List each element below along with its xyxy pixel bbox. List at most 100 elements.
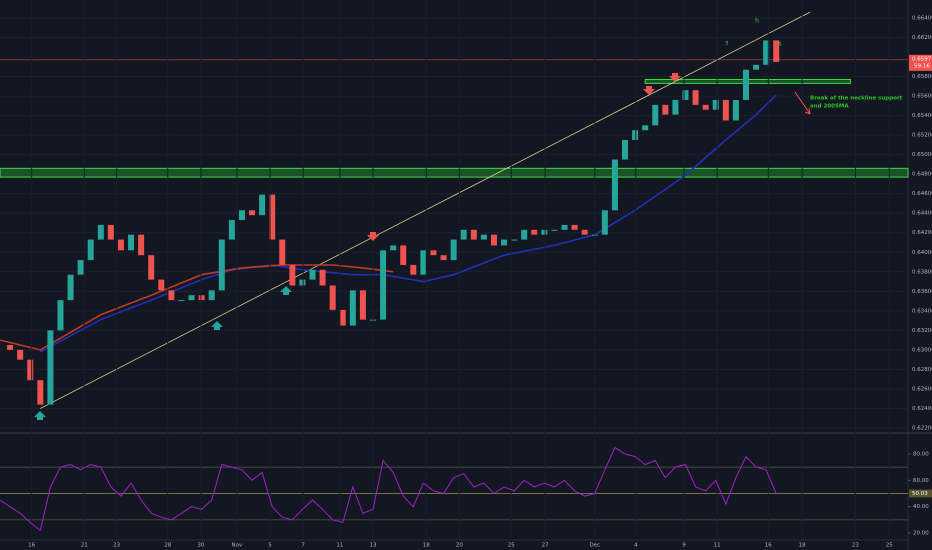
pattern-label: s (778, 41, 781, 48)
x-tick-label: 23 (852, 543, 859, 549)
candle (188, 295, 195, 301)
x-tick-label: 25 (508, 543, 515, 549)
candle (57, 300, 64, 331)
candle (299, 279, 306, 286)
candle (652, 104, 659, 126)
x-tick-label: 18 (423, 543, 430, 549)
candle (349, 290, 356, 326)
candle (269, 194, 276, 240)
candle (440, 255, 447, 261)
x-tick-label: 23 (113, 543, 120, 549)
candle (47, 330, 54, 405)
x-tick-label: 27 (542, 543, 549, 549)
candle (168, 290, 175, 301)
candle (17, 349, 24, 360)
annotation: and 200SMA (810, 104, 849, 110)
candle (27, 359, 34, 381)
candle (763, 40, 770, 65)
x-tick-label: 7 (301, 543, 305, 549)
x-tick-label: Dec (589, 543, 600, 549)
zone (0, 167, 909, 178)
candle (87, 239, 94, 261)
x-tick-label: 28 (164, 543, 171, 549)
candle (178, 300, 185, 302)
x-tick-label: 13 (369, 543, 376, 549)
markers (34, 73, 811, 420)
last-price-box (909, 54, 932, 71)
x-tick-label: 18 (799, 543, 806, 549)
x-tick-label: 11 (336, 543, 343, 549)
candle (551, 229, 558, 231)
candle (107, 224, 114, 240)
candle (541, 229, 548, 235)
buy-arrow (280, 286, 292, 295)
candle (228, 220, 235, 240)
x-tick-label: Nov (232, 543, 243, 549)
x-tick-label: 16 (28, 543, 35, 549)
pattern-label: s (725, 40, 728, 47)
candle (359, 290, 366, 320)
sell-arrow (643, 86, 655, 95)
candle (692, 90, 699, 105)
candle (208, 290, 215, 301)
candle (773, 40, 780, 62)
buy-arrow (211, 321, 223, 330)
x-tick-label: 30 (197, 543, 204, 549)
x-tick-label: 20 (456, 543, 463, 549)
candle (410, 264, 417, 275)
candle (238, 210, 245, 221)
candle (581, 229, 588, 235)
candle (7, 345, 14, 350)
candle (682, 90, 689, 100)
candle (753, 64, 760, 70)
sell-arrow (367, 232, 379, 241)
candle (601, 210, 608, 235)
candle (742, 69, 749, 100)
candle (531, 229, 538, 235)
candle (490, 234, 497, 246)
annotation: Break of the neckline support (810, 96, 903, 102)
candle (279, 239, 286, 265)
candle (390, 245, 397, 251)
candle (662, 104, 669, 115)
x-tick-label: 11 (714, 543, 721, 549)
candle (198, 295, 205, 301)
buy-arrow (34, 411, 46, 420)
candle (329, 285, 336, 310)
candle (148, 255, 155, 280)
countdown: 59:16 (914, 63, 930, 69)
y-tick-label: 80.00 (913, 451, 929, 457)
candle (642, 125, 649, 131)
candle (117, 239, 124, 251)
direction-arrow (794, 91, 811, 115)
candle (672, 99, 679, 115)
candle (128, 234, 135, 251)
candle (470, 229, 477, 240)
candle (571, 224, 578, 230)
x-tick-label: 9 (682, 543, 686, 549)
y-tick-label: 40.00 (913, 504, 929, 510)
last-price-label: 0.65971 (912, 56, 932, 62)
candle (712, 99, 719, 110)
candle (611, 159, 618, 211)
candle (450, 239, 457, 261)
y-tick-label: 20.00 (913, 531, 929, 537)
trendline (40, 11, 811, 409)
candle (249, 210, 256, 216)
